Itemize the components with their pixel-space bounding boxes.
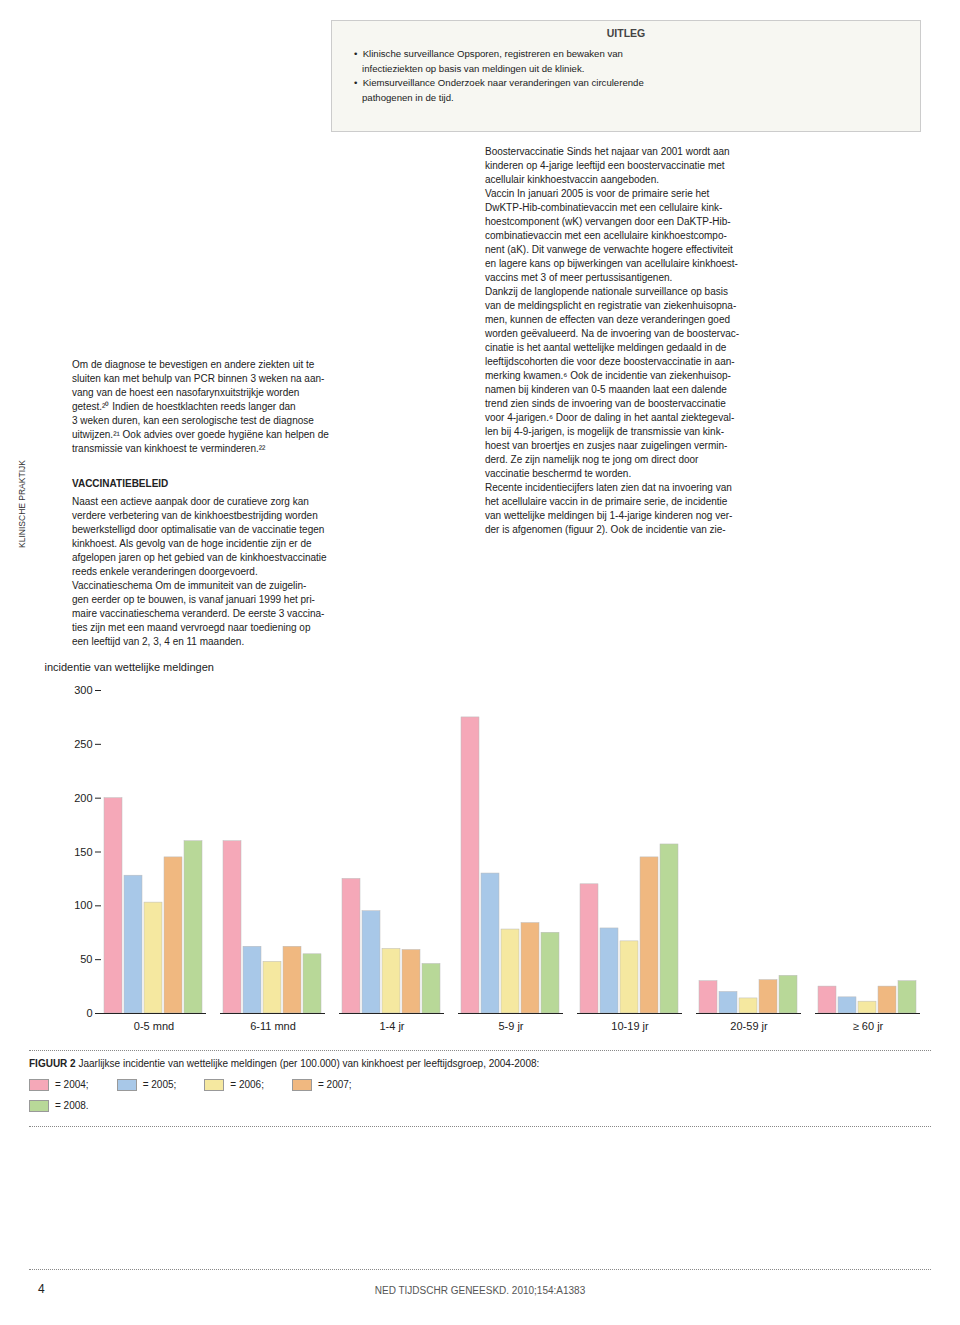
- html-text:• Klinische surveillance Opspo: • Klinische surveillance Opsporen, regis…: [354, 48, 644, 103]
- svg-text:200: 200: [74, 792, 92, 804]
- html-text:Naast een actieve aanpak door: Naast een actieve aanpak door de curatie…: [72, 496, 327, 647]
- html-text:= 2004;: = 2004;: [55, 1079, 89, 1090]
- svg-text:250: 250: [74, 738, 92, 750]
- svg-text:0: 0: [86, 1007, 92, 1019]
- svg-text:10-19 jr: 10-19 jr: [611, 1020, 649, 1032]
- svg-text:100: 100: [74, 899, 92, 911]
- svg-text:≥ 60 jr: ≥ 60 jr: [853, 1020, 884, 1032]
- html-text:Om de diagnose te bevestigen e: Om de diagnose te bevestigen en andere z…: [72, 359, 329, 454]
- html-text:= 2008.: = 2008.: [55, 1100, 89, 1111]
- html-text:FIGUUR 2 Jaarlijkse incidentie: FIGUUR 2 Jaarlijkse incidentie van wette…: [29, 1058, 540, 1069]
- html-text:Boostervaccinatie Sinds het na: Boostervaccinatie Sinds het najaar van 2…: [485, 146, 740, 535]
- svg-text:6-11 mnd: 6-11 mnd: [250, 1020, 296, 1032]
- svg-text:1-4 jr: 1-4 jr: [379, 1020, 404, 1032]
- svg-text:150: 150: [74, 846, 92, 858]
- svg-text:5-9 jr: 5-9 jr: [498, 1020, 523, 1032]
- html-text:= 2005;: = 2005;: [142, 1079, 177, 1090]
- html-text:KLINISCHE PRAKTIJK: KLINISCHE PRAKTIJK: [17, 460, 27, 548]
- html-text:= 2006;: = 2006;: [230, 1079, 264, 1090]
- html-text:UITLEG: UITLEG: [606, 27, 646, 39]
- html-text:= 2007;: = 2007;: [318, 1079, 352, 1090]
- svg-text:20-59 jr: 20-59 jr: [730, 1020, 768, 1032]
- svg-text:0-5 mnd: 0-5 mnd: [134, 1020, 174, 1032]
- svg-text:incidentie van wettelijke meld: incidentie van wettelijke meldingen: [45, 661, 214, 673]
- svg-text:50: 50: [80, 953, 92, 965]
- html-text:4: 4: [38, 1282, 45, 1296]
- svg-text:300: 300: [74, 684, 92, 696]
- html-text:NED TIJDSCHR GENEESKD. 2010;15: NED TIJDSCHR GENEESKD. 2010;154:A1383: [374, 1285, 586, 1296]
- html-text:VACCINATIEBELEID: VACCINATIEBELEID: [72, 478, 169, 489]
